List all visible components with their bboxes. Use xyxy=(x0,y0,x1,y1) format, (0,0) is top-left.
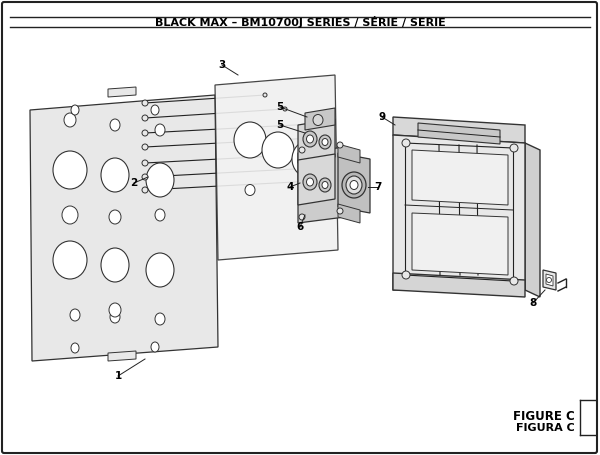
Text: FIGURA C: FIGURA C xyxy=(516,423,575,433)
Circle shape xyxy=(263,93,267,97)
Circle shape xyxy=(330,151,334,155)
Ellipse shape xyxy=(71,105,79,115)
Polygon shape xyxy=(298,154,335,205)
Ellipse shape xyxy=(307,135,314,143)
Polygon shape xyxy=(338,204,360,223)
Circle shape xyxy=(142,187,148,193)
Text: 5: 5 xyxy=(277,120,284,130)
Ellipse shape xyxy=(53,241,87,279)
Circle shape xyxy=(330,135,334,139)
Ellipse shape xyxy=(234,122,266,158)
Ellipse shape xyxy=(303,174,317,190)
Text: 7: 7 xyxy=(374,182,382,192)
Ellipse shape xyxy=(151,342,159,352)
Text: 1: 1 xyxy=(115,371,122,381)
Ellipse shape xyxy=(322,138,328,146)
Circle shape xyxy=(142,144,148,150)
Polygon shape xyxy=(338,153,370,213)
Circle shape xyxy=(299,214,305,220)
Polygon shape xyxy=(305,108,335,130)
Polygon shape xyxy=(546,274,553,286)
Polygon shape xyxy=(338,144,360,163)
Ellipse shape xyxy=(245,184,255,196)
Circle shape xyxy=(142,174,148,180)
Text: 9: 9 xyxy=(379,112,386,122)
Ellipse shape xyxy=(322,182,328,188)
Circle shape xyxy=(283,107,287,111)
Ellipse shape xyxy=(262,132,294,168)
Ellipse shape xyxy=(53,151,87,189)
Circle shape xyxy=(337,142,343,148)
Polygon shape xyxy=(30,95,218,361)
Ellipse shape xyxy=(101,158,129,192)
Polygon shape xyxy=(215,75,338,260)
Polygon shape xyxy=(543,270,556,290)
Polygon shape xyxy=(298,119,335,163)
Polygon shape xyxy=(418,123,500,144)
Text: 5: 5 xyxy=(277,102,284,112)
Ellipse shape xyxy=(151,105,159,115)
Ellipse shape xyxy=(146,163,174,197)
Ellipse shape xyxy=(307,178,314,186)
Circle shape xyxy=(142,115,148,121)
Text: FIGURE C: FIGURE C xyxy=(513,410,575,424)
Ellipse shape xyxy=(350,181,358,189)
Circle shape xyxy=(510,144,518,152)
Circle shape xyxy=(510,277,518,285)
Circle shape xyxy=(142,160,148,166)
Polygon shape xyxy=(525,143,540,297)
Circle shape xyxy=(337,208,343,214)
Text: 6: 6 xyxy=(296,222,304,232)
Circle shape xyxy=(330,178,334,182)
Circle shape xyxy=(142,100,148,106)
Ellipse shape xyxy=(319,135,331,149)
Ellipse shape xyxy=(146,253,174,287)
Ellipse shape xyxy=(342,172,366,198)
Ellipse shape xyxy=(110,119,120,131)
Polygon shape xyxy=(298,147,345,223)
Ellipse shape xyxy=(109,303,121,317)
Ellipse shape xyxy=(319,178,331,192)
Ellipse shape xyxy=(303,131,317,147)
Polygon shape xyxy=(108,351,136,361)
Ellipse shape xyxy=(155,209,165,221)
Circle shape xyxy=(299,147,305,153)
Polygon shape xyxy=(108,87,136,97)
Ellipse shape xyxy=(70,309,80,321)
Polygon shape xyxy=(412,213,508,275)
Ellipse shape xyxy=(155,124,165,136)
Ellipse shape xyxy=(292,141,324,177)
Text: 8: 8 xyxy=(529,298,536,308)
Polygon shape xyxy=(393,117,525,143)
Ellipse shape xyxy=(64,113,76,127)
Ellipse shape xyxy=(101,248,129,282)
Polygon shape xyxy=(412,150,508,205)
Circle shape xyxy=(402,139,410,147)
Ellipse shape xyxy=(547,278,551,283)
Ellipse shape xyxy=(109,210,121,224)
Ellipse shape xyxy=(110,311,120,323)
Text: 4: 4 xyxy=(286,182,293,192)
Circle shape xyxy=(330,121,334,125)
Ellipse shape xyxy=(71,343,79,353)
Polygon shape xyxy=(393,135,525,290)
Ellipse shape xyxy=(155,313,165,325)
Ellipse shape xyxy=(62,206,78,224)
Ellipse shape xyxy=(313,115,323,126)
Circle shape xyxy=(142,130,148,136)
Circle shape xyxy=(402,271,410,279)
Text: 3: 3 xyxy=(218,60,226,70)
Text: BLACK MAX – BM10700J SERIES / SÉRIE / SERIE: BLACK MAX – BM10700J SERIES / SÉRIE / SE… xyxy=(155,16,445,28)
Polygon shape xyxy=(393,273,525,297)
Ellipse shape xyxy=(346,176,362,194)
Circle shape xyxy=(330,165,334,169)
Text: 2: 2 xyxy=(130,178,137,188)
